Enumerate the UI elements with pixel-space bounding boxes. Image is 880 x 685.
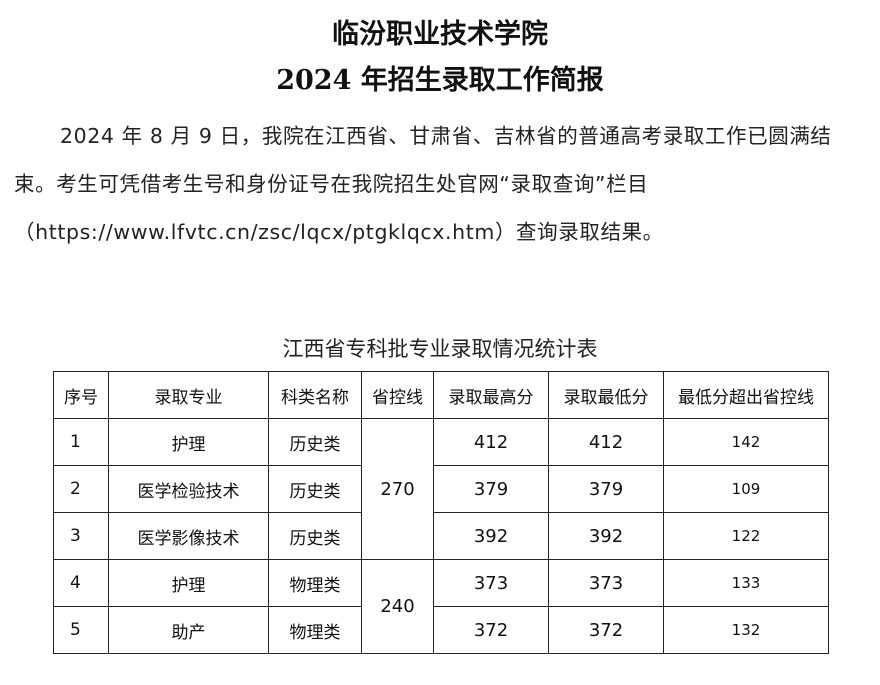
table-header-row: 序号 录取专业 科类名称 省控线 录取最高分 录取最低分 最低分超出省控线 — [53, 371, 829, 419]
header-min-score: 录取最低分 — [548, 371, 664, 419]
cell-no: 5 — [53, 606, 109, 654]
cell-no: 3 — [53, 512, 109, 560]
cell-no: 2 — [53, 465, 109, 513]
cell-min: 372 — [548, 606, 664, 654]
cell-major: 护理 — [108, 418, 269, 466]
cell-no: 4 — [53, 559, 109, 607]
table-row: 2 医学检验技术 历史类 379 379 109 — [53, 465, 829, 513]
cell-max: 373 — [433, 559, 549, 607]
header-major: 录取专业 — [108, 371, 269, 419]
admission-table: 序号 录取专业 科类名称 省控线 录取最高分 录取最低分 最低分超出省控线 1 … — [53, 371, 829, 654]
header-max-score: 录取最高分 — [433, 371, 549, 419]
table-caption: 江西省专科批专业录取情况统计表 — [282, 337, 598, 361]
cell-no: 1 — [53, 418, 109, 466]
cell-category: 历史类 — [268, 418, 362, 466]
table-row: 3 医学影像技术 历史类 392 392 122 — [53, 512, 829, 560]
cell-major: 助产 — [108, 606, 269, 654]
cell-min: 379 — [548, 465, 664, 513]
cell-over: 133 — [663, 559, 829, 607]
cell-max: 412 — [433, 418, 549, 466]
cell-category: 物理类 — [268, 606, 362, 654]
cell-min: 412 — [548, 418, 664, 466]
document-title: 临汾职业技术学院 — [332, 19, 548, 50]
cell-category: 物理类 — [268, 559, 362, 607]
intro-paragraph: 2024 年 8 月 9 日，我院在江西省、甘肃省、吉林省的普通高考录取工作已圆… — [14, 124, 832, 244]
header-category: 科类名称 — [268, 371, 362, 419]
cell-max: 372 — [433, 606, 549, 654]
header-control-line: 省控线 — [361, 371, 434, 419]
table-row: 5 助产 物理类 372 372 132 — [53, 606, 829, 654]
table-row: 4 护理 物理类 240 373 373 133 — [53, 559, 829, 654]
cell-over: 142 — [663, 418, 829, 466]
cell-control-line: 240 — [361, 559, 434, 654]
cell-major: 医学影像技术 — [108, 512, 269, 560]
cell-min: 392 — [548, 512, 664, 560]
cell-max: 379 — [433, 465, 549, 513]
cell-min: 373 — [548, 559, 664, 607]
cell-category: 历史类 — [268, 512, 362, 560]
cell-major: 护理 — [108, 559, 269, 607]
cell-over: 132 — [663, 606, 829, 654]
cell-control-line: 270 — [361, 418, 434, 560]
header-no: 序号 — [53, 371, 109, 419]
table-row: 1 护理 历史类 270 412 412 142 — [53, 418, 829, 560]
cell-over: 109 — [663, 465, 829, 513]
cell-max: 392 — [433, 512, 549, 560]
document-subtitle: 2024 年招生录取工作简报 — [276, 65, 604, 96]
header-over-line: 最低分超出省控线 — [663, 371, 829, 419]
cell-category: 历史类 — [268, 465, 362, 513]
cell-over: 122 — [663, 512, 829, 560]
cell-major: 医学检验技术 — [108, 465, 269, 513]
